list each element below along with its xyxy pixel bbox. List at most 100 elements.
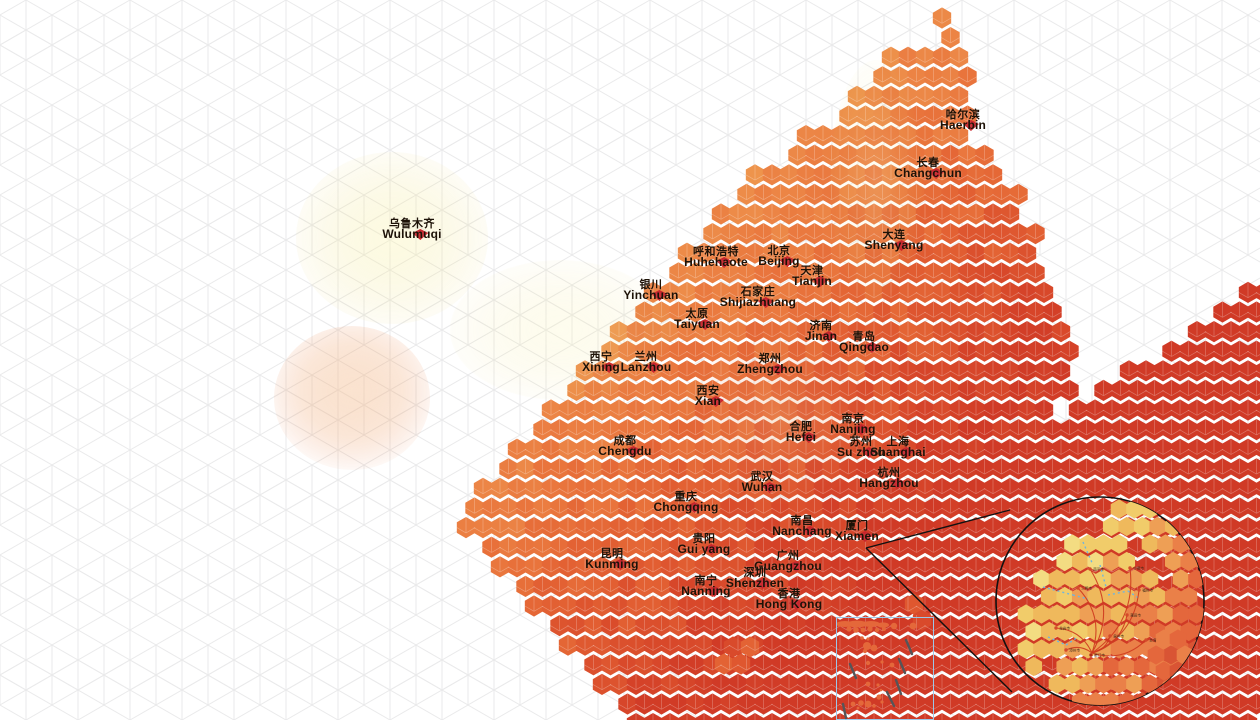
map-hex-tile xyxy=(890,419,909,441)
city-label-xiamen[interactable]: 厦门 Xiamen xyxy=(835,521,879,542)
map-hex-tile xyxy=(669,536,688,558)
hex-cube-facet-line xyxy=(788,223,807,240)
city-label-nanning[interactable]: 南宁 Nanning xyxy=(681,576,731,597)
city-label-jinan[interactable]: 济南 Jinan xyxy=(805,321,837,342)
hex-cube-facet-line xyxy=(1230,693,1249,710)
city-label-qingdao[interactable]: 青岛 Qingdao xyxy=(839,332,889,353)
city-label-taiyuan[interactable]: 太原 Taiyuan xyxy=(674,309,720,330)
city-label-xian[interactable]: 西安 Xian xyxy=(695,386,724,407)
hex-cube-facet-line xyxy=(881,634,901,651)
map-hex-tile xyxy=(873,379,892,401)
magnifier-hex-tile xyxy=(1048,604,1066,624)
map-hex-tile xyxy=(1187,321,1207,343)
hex-cube-facet-line xyxy=(1162,693,1181,710)
city-label-wuhan[interactable]: 武汉 Wuhan xyxy=(742,472,783,493)
hex-cube-facet-line xyxy=(966,595,986,612)
map-hex-tile xyxy=(915,673,935,695)
hex-cube-facet-line xyxy=(966,164,986,181)
magnifier-node-dot[interactable] xyxy=(1054,626,1058,630)
map-hex-tile xyxy=(1153,399,1173,421)
city-label-gui-yang[interactable]: 贵阳 Gui yang xyxy=(678,534,731,555)
magnifier-node-dot[interactable] xyxy=(1108,634,1112,638)
city-label-nanchang[interactable]: 南昌 Nanchang xyxy=(772,516,832,537)
hex-cube-facet-line xyxy=(1179,419,1198,436)
map-hex-tile xyxy=(822,536,841,558)
hex-cube-facet-line xyxy=(754,536,773,553)
city-label-shanghai[interactable]: 上海 Shanghai xyxy=(870,437,926,458)
hex-cube-facet-line xyxy=(924,301,943,318)
city-label-yinchuan[interactable]: 银川 Yinchuan xyxy=(623,280,678,301)
city-label-zhengzhou[interactable]: 郑州 Zhengzhou xyxy=(737,354,803,375)
city-name-en: Hong Kong xyxy=(755,597,823,611)
map-hex-tile xyxy=(1255,480,1260,497)
map-hex-tile xyxy=(1196,340,1215,362)
city-label-beijing[interactable]: 北京 Beijing xyxy=(758,246,800,267)
hex-cube-facet-line xyxy=(830,203,850,220)
hex-cube-facet-line xyxy=(1230,379,1249,397)
magnifier-node-dot[interactable] xyxy=(1137,588,1141,592)
hex-cube-facet-line xyxy=(830,125,850,142)
hex-cube-facet-line xyxy=(592,673,612,691)
map-hex-tile xyxy=(1238,360,1258,382)
magnifier-node-dot[interactable] xyxy=(1064,648,1068,652)
magnifier-hex-tile xyxy=(1188,604,1204,624)
city-label-chengdu[interactable]: 成都 Chengdu xyxy=(598,436,651,457)
hex-cube-facet-line xyxy=(856,223,875,240)
magnifier-hex-tile xyxy=(1172,674,1190,694)
magnifier-node-dot[interactable] xyxy=(1128,566,1132,570)
map-hex-tile xyxy=(779,164,799,186)
hex-cube-facet-line xyxy=(1187,321,1207,338)
hex-cube-facet-line xyxy=(635,575,654,593)
city-label-wulumuqi[interactable]: 乌鲁木齐 Wulumuqi xyxy=(382,219,441,240)
hex-cube-facet-line xyxy=(771,419,790,436)
map-hex-tile xyxy=(1247,615,1260,637)
map-hex-tile xyxy=(949,242,969,264)
magnifier-node-dot[interactable] xyxy=(1088,567,1092,571)
map-hex-tile xyxy=(507,517,527,539)
magnifier-node-dot[interactable] xyxy=(1089,653,1093,657)
map-hex-tile xyxy=(720,301,739,323)
city-label-su-zhou[interactable]: 苏州 Su zhou xyxy=(837,437,885,458)
map-hex-tile xyxy=(907,536,926,558)
hex-cube-facet-line xyxy=(1170,477,1190,495)
city-label-hangzhou[interactable]: 杭州 Hangzhou xyxy=(859,468,919,489)
map-hex-tile xyxy=(558,517,578,539)
magnifier-hex-tile xyxy=(1211,552,1212,571)
city-label-xining[interactable]: 西宁 Xining xyxy=(582,352,620,373)
city-name-en: Zhengzhou xyxy=(737,362,803,376)
map-hex-tile xyxy=(881,438,901,460)
city-label-hong-kong[interactable]: 香港 Hong Kong xyxy=(756,589,822,610)
hex-cube-facet-line xyxy=(1009,262,1028,279)
map-hex-tile xyxy=(992,301,1011,323)
map-hex-tile xyxy=(898,399,918,421)
city-label-huhehaote[interactable]: 呼和浩特 Huhehaote xyxy=(684,247,748,268)
map-hex-tile xyxy=(771,262,790,284)
hex-cube-facet-line xyxy=(575,360,595,377)
city-label-kunming[interactable]: 昆明 Kunming xyxy=(585,549,638,570)
map-hex-tile xyxy=(1187,360,1207,382)
map-hex-tile xyxy=(941,615,960,637)
hex-cube-facet-line xyxy=(1145,379,1164,397)
city-label-shenzhen[interactable]: 深圳 Shenzhen xyxy=(726,568,784,589)
map-hex-tile xyxy=(1162,419,1181,441)
hex-cube-facet-line xyxy=(1077,497,1096,514)
city-label-hefei[interactable]: 合肥 Hefei xyxy=(786,422,817,443)
magnifier-node-dot[interactable] xyxy=(1144,638,1148,642)
hex-cube-facet-line xyxy=(958,66,977,83)
map-hex-tile xyxy=(728,713,748,720)
hex-cube-facet-line xyxy=(728,517,748,534)
magnifier-node-dot[interactable] xyxy=(1125,613,1129,617)
city-label-shijiazhuang[interactable]: 石家庄 Shijiazhuang xyxy=(720,287,796,308)
city-label-guangzhou[interactable]: 广州 Guangzhou xyxy=(754,551,822,572)
city-label-changchun[interactable]: 长春 Changchun xyxy=(894,158,962,179)
city-label-chongqing[interactable]: 重庆 Chongqing xyxy=(653,492,718,513)
city-label-nanjing[interactable]: 南京 Nanjing xyxy=(830,414,876,435)
city-label-shenyang[interactable]: 大连 Shenyang xyxy=(865,230,924,251)
hex-cube-facet-line xyxy=(516,497,535,514)
map-hex-tile xyxy=(924,379,943,401)
city-label-tianjin[interactable]: 天津 Tianjin xyxy=(792,266,832,287)
city-label-haerbin[interactable]: 哈尔滨 Haerbin xyxy=(940,110,986,131)
city-label-lanzhou[interactable]: 兰州 Lanzhou xyxy=(621,352,672,373)
magnifier-node-dot[interactable] xyxy=(1076,586,1080,590)
